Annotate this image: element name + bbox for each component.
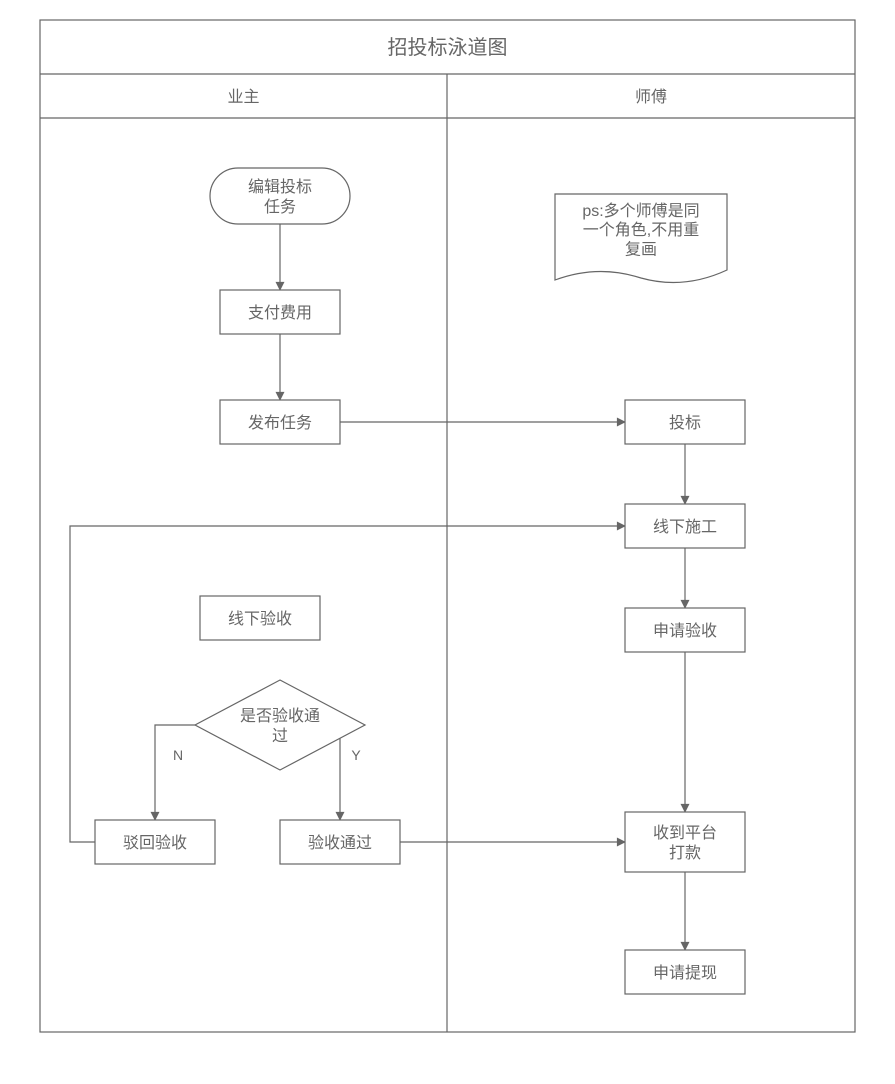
node-pay: 支付费用	[220, 290, 340, 334]
node-apply_check: 申请验收	[625, 608, 745, 652]
node-reject: 驳回验收	[95, 820, 215, 864]
node-bid: 投标	[625, 400, 745, 444]
node-withdraw-label-line-0: 申请提现	[653, 964, 717, 982]
node-reject-label-line-0: 驳回验收	[123, 834, 187, 852]
node-edit: 编辑投标任务	[210, 168, 350, 224]
diagram-title: 招投标泳道图	[388, 36, 508, 59]
edge-decision-pass	[340, 725, 365, 820]
node-note-label-line-0: ps:多个师傅是同	[582, 202, 699, 220]
node-pass-label-line-0: 验收通过	[308, 834, 372, 852]
lane-header-owner: 业主	[227, 88, 259, 106]
node-pay-label-line-0: 支付费用	[248, 304, 312, 322]
node-edit-label-line-0: 编辑投标	[248, 178, 312, 196]
node-note-label-line-1: 一个角色,不用重	[583, 221, 699, 239]
node-receive: 收到平台打款	[625, 812, 745, 872]
node-offline_check: 线下验收	[200, 596, 320, 640]
node-apply_check-label-line-0: 申请验收	[653, 622, 717, 640]
node-withdraw: 申请提现	[625, 950, 745, 994]
node-edit-label-line-1: 任务	[264, 198, 296, 216]
edge-label-Y: Y	[351, 747, 361, 763]
node-receive-label-line-0: 收到平台	[653, 824, 717, 842]
node-bid-label-line-0: 投标	[669, 414, 701, 432]
node-decision-label-line-0: 是否验收通	[240, 707, 320, 725]
node-publish-label-line-0: 发布任务	[248, 414, 312, 432]
lane-header-worker: 师傅	[635, 88, 667, 106]
node-construct-label-line-0: 线下施工	[653, 518, 717, 536]
node-receive-label-line-1: 打款	[669, 844, 701, 862]
edge-label-N: N	[173, 747, 183, 763]
node-pass: 验收通过	[280, 820, 400, 864]
node-offline_check-label-line-0: 线下验收	[228, 610, 292, 628]
node-construct: 线下施工	[625, 504, 745, 548]
swimlane-diagram: 招投标泳道图业主 师傅 N Y 编辑投标任务支付费用发布任务 ps:多个师傅是同一个角…	[0, 0, 895, 1079]
node-note: ps:多个师傅是同一个角色,不用重复画	[555, 194, 727, 283]
node-note-label-line-2: 复画	[625, 240, 657, 258]
node-decision-label-line-1: 过	[272, 727, 288, 745]
edge-reject-construct	[70, 526, 625, 842]
node-publish: 发布任务	[220, 400, 340, 444]
edge-decision-reject	[155, 725, 195, 820]
